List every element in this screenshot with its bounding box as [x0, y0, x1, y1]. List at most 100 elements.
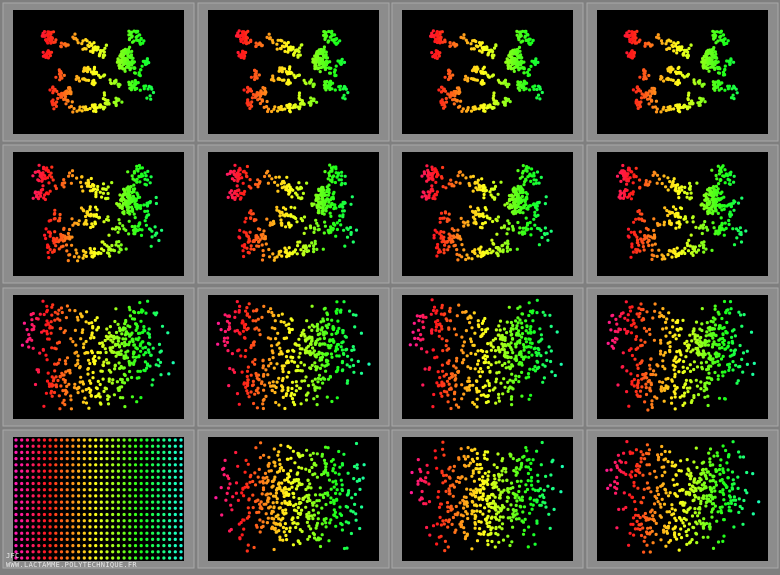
particle — [120, 378, 124, 382]
particle — [527, 375, 531, 379]
particle — [689, 251, 694, 255]
particle — [529, 393, 533, 397]
particle — [79, 337, 83, 341]
particle — [127, 192, 131, 196]
particle — [712, 226, 716, 230]
particle — [647, 42, 652, 46]
particle — [495, 251, 499, 255]
particle — [90, 333, 94, 337]
particle — [492, 197, 497, 201]
particle — [68, 253, 72, 257]
particle — [687, 46, 691, 51]
particle — [619, 191, 623, 196]
particle — [310, 339, 314, 343]
particle — [106, 361, 110, 365]
particle — [102, 73, 106, 77]
particle — [95, 188, 100, 192]
particle — [517, 45, 522, 50]
particle — [713, 67, 717, 71]
particle — [448, 74, 452, 78]
particle — [273, 390, 277, 395]
particle — [526, 73, 530, 78]
particle — [134, 35, 138, 39]
particle — [77, 219, 81, 223]
particle — [46, 34, 50, 39]
particle — [95, 316, 99, 320]
particle — [622, 194, 627, 198]
particle — [483, 109, 487, 113]
particle — [698, 81, 702, 85]
particle — [132, 360, 136, 364]
particle — [80, 175, 84, 179]
particle — [630, 31, 634, 35]
particle — [660, 253, 664, 257]
particle — [705, 205, 709, 209]
particle — [29, 312, 33, 316]
particle — [720, 204, 724, 208]
particle — [483, 189, 487, 193]
particle — [336, 173, 340, 177]
particle — [53, 318, 57, 322]
particle — [320, 326, 324, 330]
particle — [460, 397, 464, 401]
particle — [298, 53, 302, 57]
particle — [84, 250, 88, 254]
particle — [525, 207, 529, 211]
particle — [278, 346, 282, 350]
particle — [45, 304, 49, 308]
particle — [481, 253, 485, 258]
particle — [118, 83, 122, 87]
particle — [243, 220, 247, 224]
particle — [137, 354, 141, 358]
particle — [328, 211, 332, 215]
particle — [237, 177, 241, 181]
particle — [647, 243, 651, 248]
particle — [656, 223, 660, 227]
particle — [261, 402, 265, 406]
particle — [455, 252, 459, 256]
particle — [114, 354, 118, 358]
particle — [335, 347, 340, 351]
particle — [667, 77, 671, 81]
particle — [64, 316, 68, 320]
particle — [656, 33, 660, 37]
particle — [714, 209, 718, 213]
particle — [325, 317, 330, 321]
particle — [626, 168, 630, 172]
particle — [147, 327, 151, 331]
particle — [281, 395, 285, 399]
particle — [324, 63, 329, 67]
particle — [62, 398, 66, 402]
particle — [96, 326, 100, 330]
particle — [535, 96, 539, 100]
particle — [435, 56, 439, 61]
particle — [348, 225, 353, 230]
particle — [117, 218, 121, 222]
particle — [543, 226, 548, 230]
particle — [267, 174, 271, 178]
particle — [446, 248, 450, 252]
particle — [438, 35, 442, 40]
particle — [480, 328, 484, 332]
particle — [491, 219, 495, 224]
particle — [647, 102, 651, 106]
particle — [254, 41, 258, 45]
particle — [20, 343, 24, 347]
particle — [345, 381, 349, 385]
particle — [649, 89, 654, 94]
particle — [303, 379, 307, 383]
particle — [689, 102, 694, 106]
particle — [277, 252, 281, 256]
particle — [102, 248, 106, 253]
particle — [549, 349, 553, 353]
panel-canvas — [597, 10, 768, 134]
particle — [466, 79, 470, 83]
particle — [535, 201, 539, 205]
particle — [132, 188, 136, 192]
particle — [62, 73, 66, 77]
particle — [702, 250, 706, 254]
particle — [138, 344, 142, 348]
particle — [54, 104, 59, 108]
particle — [326, 197, 330, 202]
particle — [479, 367, 483, 371]
